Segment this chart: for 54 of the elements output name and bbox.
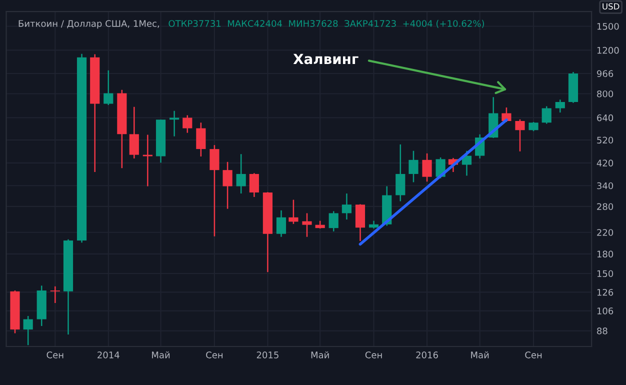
candlestick [196, 122, 206, 158]
text: Биткоин / Доллар США, 1Мес, [18, 20, 159, 29]
y-tick-label: 126 [597, 288, 614, 296]
candlestick [542, 106, 552, 124]
y-tick-label: 420 [596, 160, 614, 166]
candlestick [355, 204, 366, 242]
y-tick-label: 520 [597, 136, 614, 144]
candlestick [342, 192, 352, 220]
candlestick [528, 121, 538, 132]
candlestick [249, 172, 259, 198]
candlestick [222, 161, 232, 210]
y-tick-label: 280 [597, 203, 614, 210]
y-tick-label: 340 [597, 182, 614, 190]
x-tick-label: 2015 [256, 352, 278, 358]
candlestick [276, 210, 286, 238]
candlestick [396, 144, 406, 202]
candlestick [104, 70, 114, 106]
x-tick-label: Сен [525, 352, 542, 358]
candlestick [236, 153, 246, 194]
candlestick [129, 106, 139, 160]
y-tick-label: 150 [597, 270, 614, 278]
candlestick [50, 286, 60, 304]
x-tick-label: Сен [46, 352, 64, 358]
candlestick [502, 106, 512, 123]
candlestick [210, 144, 220, 237]
x-tick-label: Сен [206, 352, 223, 358]
candlestick [288, 199, 298, 225]
x-tick-label: 2016 [416, 352, 438, 358]
x-tick-label: 2014 [98, 352, 120, 358]
y-tick-label: 180 [597, 250, 614, 258]
x-tick-label: Сен [365, 352, 382, 358]
y-tick-label: 800 [597, 90, 614, 98]
y-tick-label: 88 [597, 327, 608, 334]
y-tick-label: 1200 [597, 46, 619, 54]
candlestick [23, 315, 33, 346]
candlestick [422, 152, 432, 182]
y-tick-label: 220 [597, 229, 614, 236]
candlestick [515, 118, 525, 152]
x-tick-label: Май [471, 351, 489, 358]
candlestick [170, 110, 180, 137]
y-tick-label: 640 [597, 114, 614, 122]
candlestick [182, 114, 192, 134]
x-tick-label: Май [311, 351, 329, 358]
x-tick-label: Май [152, 351, 170, 358]
text: USD [602, 3, 620, 10]
candlestick [555, 99, 565, 114]
candlestick [302, 212, 312, 238]
candlestick [408, 150, 418, 183]
text: ОТКР37731 МАКС42404 МИН37628 ЗАКР41723 +4004 (+10.62%) [168, 20, 484, 28]
candlestick [328, 210, 338, 232]
y-tick-label: 1500 [597, 22, 619, 30]
y-tick-label: 966 [597, 70, 614, 78]
y-tick-label: 106 [597, 308, 614, 314]
annotation: Халвинг [293, 54, 358, 64]
